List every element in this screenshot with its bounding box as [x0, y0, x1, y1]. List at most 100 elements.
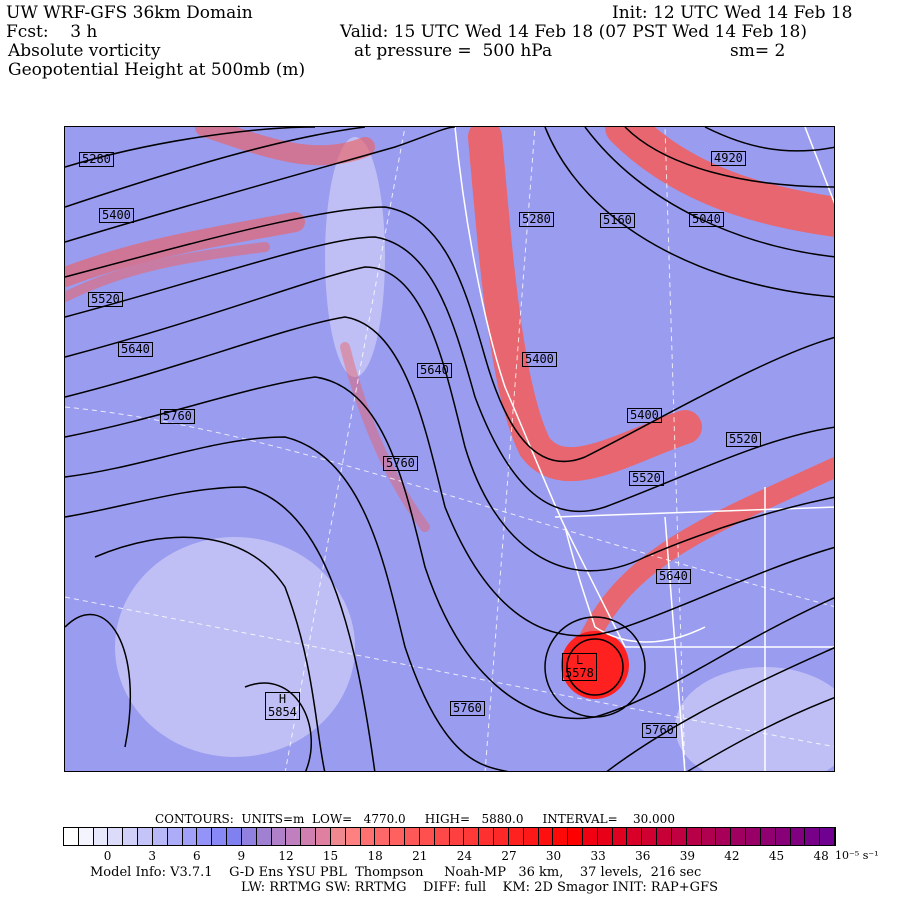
colorbar-swatch	[182, 828, 198, 845]
model-info: Model Info: V3.7.1 G-D Ens YSU PBL Thomp…	[90, 865, 702, 880]
contour-label: 5520	[629, 471, 664, 486]
colorbar-tick-label: 21	[412, 849, 428, 863]
colorbar-tick-label: 24	[456, 849, 472, 863]
colorbar-swatch	[775, 828, 791, 845]
colorbar-swatch	[716, 828, 732, 845]
colorbar-tick-label: 12	[278, 849, 294, 863]
colorbar-swatch	[671, 828, 687, 845]
valid-time: Valid: 15 UTC Wed 14 Feb 18 (07 PST Wed …	[340, 22, 808, 42]
colorbar-swatch	[627, 828, 643, 845]
colorbar-swatch	[212, 828, 228, 845]
colorbar-swatch	[523, 828, 539, 845]
colorbar-tick-label: 6	[192, 849, 201, 863]
colorbar-swatch	[197, 828, 213, 845]
colorbar-swatch	[64, 828, 79, 845]
contour-label: 5040	[689, 212, 724, 227]
colorbar-swatch	[553, 828, 569, 845]
vorticity-field	[65, 127, 834, 771]
colorbar-swatch	[138, 828, 153, 845]
field-name: Absolute vorticity	[8, 41, 161, 61]
colorbar-swatch	[790, 828, 806, 845]
contour-label: 5640	[417, 363, 452, 378]
colorbar-swatch	[597, 828, 613, 845]
low-pressure-label: L 5578	[562, 653, 597, 681]
contour-label: 5640	[656, 569, 691, 584]
contour-label: 5160	[600, 213, 635, 228]
colorbar-tick-label: 39	[679, 849, 695, 863]
high-value: 5854	[268, 705, 297, 719]
colorbar-swatch	[167, 828, 183, 845]
colorbar-tick-label: 18	[367, 849, 383, 863]
colorbar-swatch	[746, 828, 761, 845]
contour-label: 5400	[627, 408, 662, 423]
colorbar-tick-label: 36	[635, 849, 651, 863]
colorbar-swatch	[494, 828, 509, 845]
physics-info: LW: RRTMG SW: RRTMG DIFF: full KM: 2D Sm…	[241, 880, 718, 895]
colorbar-swatch	[241, 828, 257, 845]
colorbar-tick-label: 45	[768, 849, 785, 863]
contour-label: 5520	[726, 432, 761, 447]
low-value: 5578	[565, 666, 594, 680]
colorbar-swatch	[449, 828, 465, 845]
colorbar-swatch	[760, 828, 776, 845]
contour-label: 5280	[79, 152, 114, 167]
forecast-hour: Fcst: 3 h	[6, 22, 98, 42]
colorbar-swatch	[820, 828, 836, 845]
contour-label: 5760	[450, 701, 485, 716]
colorbar-swatch	[731, 828, 747, 845]
colorbar	[63, 827, 836, 846]
colorbar-tick-label: 0	[103, 849, 112, 863]
colorbar-units: 10⁻⁵ s⁻¹	[835, 849, 879, 862]
contour-label: 5400	[522, 352, 557, 367]
contour-label: 5760	[383, 456, 418, 471]
colorbar-swatch	[479, 828, 495, 845]
colorbar-swatch	[419, 828, 435, 845]
map-panel: 5280 5400 5520 5640 5760 5640 5760 5280 …	[64, 126, 835, 772]
colorbar-tick-label: 9	[237, 849, 246, 863]
colorbar-swatch	[152, 828, 168, 845]
colorbar-swatch	[405, 828, 420, 845]
colorbar-tick-label: 15	[322, 849, 339, 863]
colorbar-swatch	[434, 828, 450, 845]
colorbar-swatch	[227, 828, 242, 845]
colorbar-swatch	[271, 828, 287, 845]
colorbar-swatch	[301, 828, 317, 845]
colorbar-tick-label: 42	[724, 849, 740, 863]
contour-label: 5400	[99, 208, 134, 223]
colorbar-swatch	[93, 828, 109, 845]
contour-field-name: Geopotential Height at 500mb (m)	[8, 60, 306, 80]
contour-label: 5760	[642, 723, 677, 738]
colorbar-swatch	[345, 828, 361, 845]
contour-label: 5520	[88, 292, 123, 307]
colorbar-swatch	[612, 828, 628, 845]
colorbar-swatch	[805, 828, 821, 845]
colorbar-swatch	[642, 828, 658, 845]
contour-label: 5760	[160, 409, 195, 424]
init-time: Init: 12 UTC Wed 14 Feb 18	[612, 3, 853, 23]
colorbar-swatch	[375, 828, 391, 845]
contour-label: 5280	[519, 212, 554, 227]
colorbar-tick-label: 30	[545, 849, 562, 863]
colorbar-swatch	[108, 828, 124, 845]
colorbar-swatch	[330, 828, 346, 845]
colorbar-swatch	[568, 828, 583, 845]
colorbar-swatch	[286, 828, 302, 845]
high-letter: H	[278, 692, 287, 706]
colorbar-swatch	[701, 828, 717, 845]
colorbar-swatch	[78, 828, 94, 845]
colorbar-swatch	[508, 828, 524, 845]
pressure-level: at pressure = 500 hPa	[354, 41, 553, 61]
colorbar-swatch	[657, 828, 672, 845]
colorbar-tick-label: 33	[590, 849, 606, 863]
colorbar-swatch	[360, 828, 376, 845]
high-pressure-label: H 5854	[265, 692, 300, 720]
colorbar-swatch	[316, 828, 331, 845]
smoothing: sm= 2	[730, 41, 786, 61]
low-letter: L	[575, 653, 584, 667]
colorbar-tick-label: 3	[148, 849, 157, 863]
colorbar-tick-label: 27	[501, 849, 517, 863]
colorbar-swatch	[256, 828, 272, 845]
colorbar-swatch	[582, 828, 598, 845]
contour-label: 5640	[118, 342, 153, 357]
contour-label: 4920	[711, 151, 746, 166]
